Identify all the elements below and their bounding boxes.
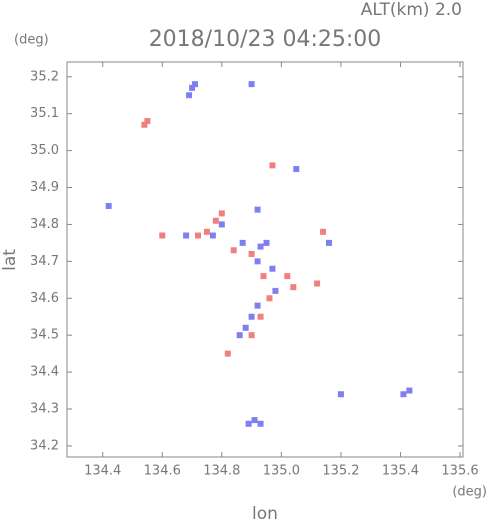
x-tick-label: 134.4	[84, 464, 121, 479]
point	[159, 232, 166, 239]
chart-title: 2018/10/23 04:25:00	[149, 27, 382, 52]
point	[242, 324, 249, 331]
point	[248, 81, 255, 88]
y-tick-label: 35.1	[30, 106, 59, 121]
point	[257, 420, 264, 427]
x-tick-label: 135.6	[441, 464, 478, 479]
point	[230, 247, 237, 254]
plot-frame	[66, 61, 464, 458]
point	[406, 387, 413, 394]
point	[254, 258, 261, 265]
x-tick-label: 134.8	[203, 464, 240, 479]
y-tick-label: 34.5	[30, 328, 59, 343]
point	[254, 302, 261, 309]
y-tick-label: 35.0	[30, 143, 59, 158]
point	[183, 232, 190, 239]
point	[326, 239, 333, 246]
point	[224, 350, 231, 357]
point	[251, 417, 258, 424]
point	[257, 313, 264, 320]
x-tick-label: 134.6	[144, 464, 181, 479]
y-tick-label: 34.2	[30, 438, 59, 453]
y-unit: (deg)	[14, 33, 49, 48]
x-axis-label: lon	[252, 504, 278, 521]
point	[320, 228, 327, 235]
point	[218, 221, 225, 228]
y-tick-label: 34.9	[30, 180, 59, 195]
point	[248, 313, 255, 320]
point	[254, 206, 261, 213]
point	[144, 118, 151, 125]
point	[248, 332, 255, 339]
point	[236, 332, 243, 339]
point	[189, 84, 196, 91]
y-tick-label: 34.3	[30, 402, 59, 417]
point	[257, 243, 264, 250]
point	[141, 121, 148, 128]
point	[260, 273, 267, 280]
y-tick-label: 34.4	[30, 365, 59, 380]
x-tick-label: 135.0	[263, 464, 300, 479]
point	[314, 280, 321, 287]
point	[192, 81, 199, 88]
subtitle: ALT(km) 2.0	[361, 0, 462, 20]
point	[195, 232, 202, 239]
point	[203, 228, 210, 235]
point	[218, 210, 225, 217]
y-tick-label: 34.6	[30, 291, 59, 306]
point	[248, 250, 255, 257]
y-tick-label: 34.8	[30, 217, 59, 232]
point	[105, 202, 112, 209]
point	[269, 162, 276, 169]
point	[212, 217, 219, 224]
point	[186, 92, 193, 99]
x-unit: (deg)	[452, 485, 487, 500]
y-tick-label: 34.7	[30, 254, 59, 269]
point	[209, 232, 216, 239]
point	[269, 265, 276, 272]
point	[293, 166, 300, 173]
y-axis-label: lat	[0, 249, 20, 271]
point	[263, 239, 270, 246]
y-tick-label: 35.2	[30, 69, 59, 84]
point	[272, 287, 279, 294]
point	[284, 273, 291, 280]
point	[290, 284, 297, 291]
point	[337, 391, 344, 398]
point	[400, 391, 407, 398]
point	[266, 295, 273, 302]
point	[245, 420, 252, 427]
x-tick-label: 135.2	[322, 464, 359, 479]
x-tick-label: 135.4	[382, 464, 419, 479]
point	[239, 239, 246, 246]
